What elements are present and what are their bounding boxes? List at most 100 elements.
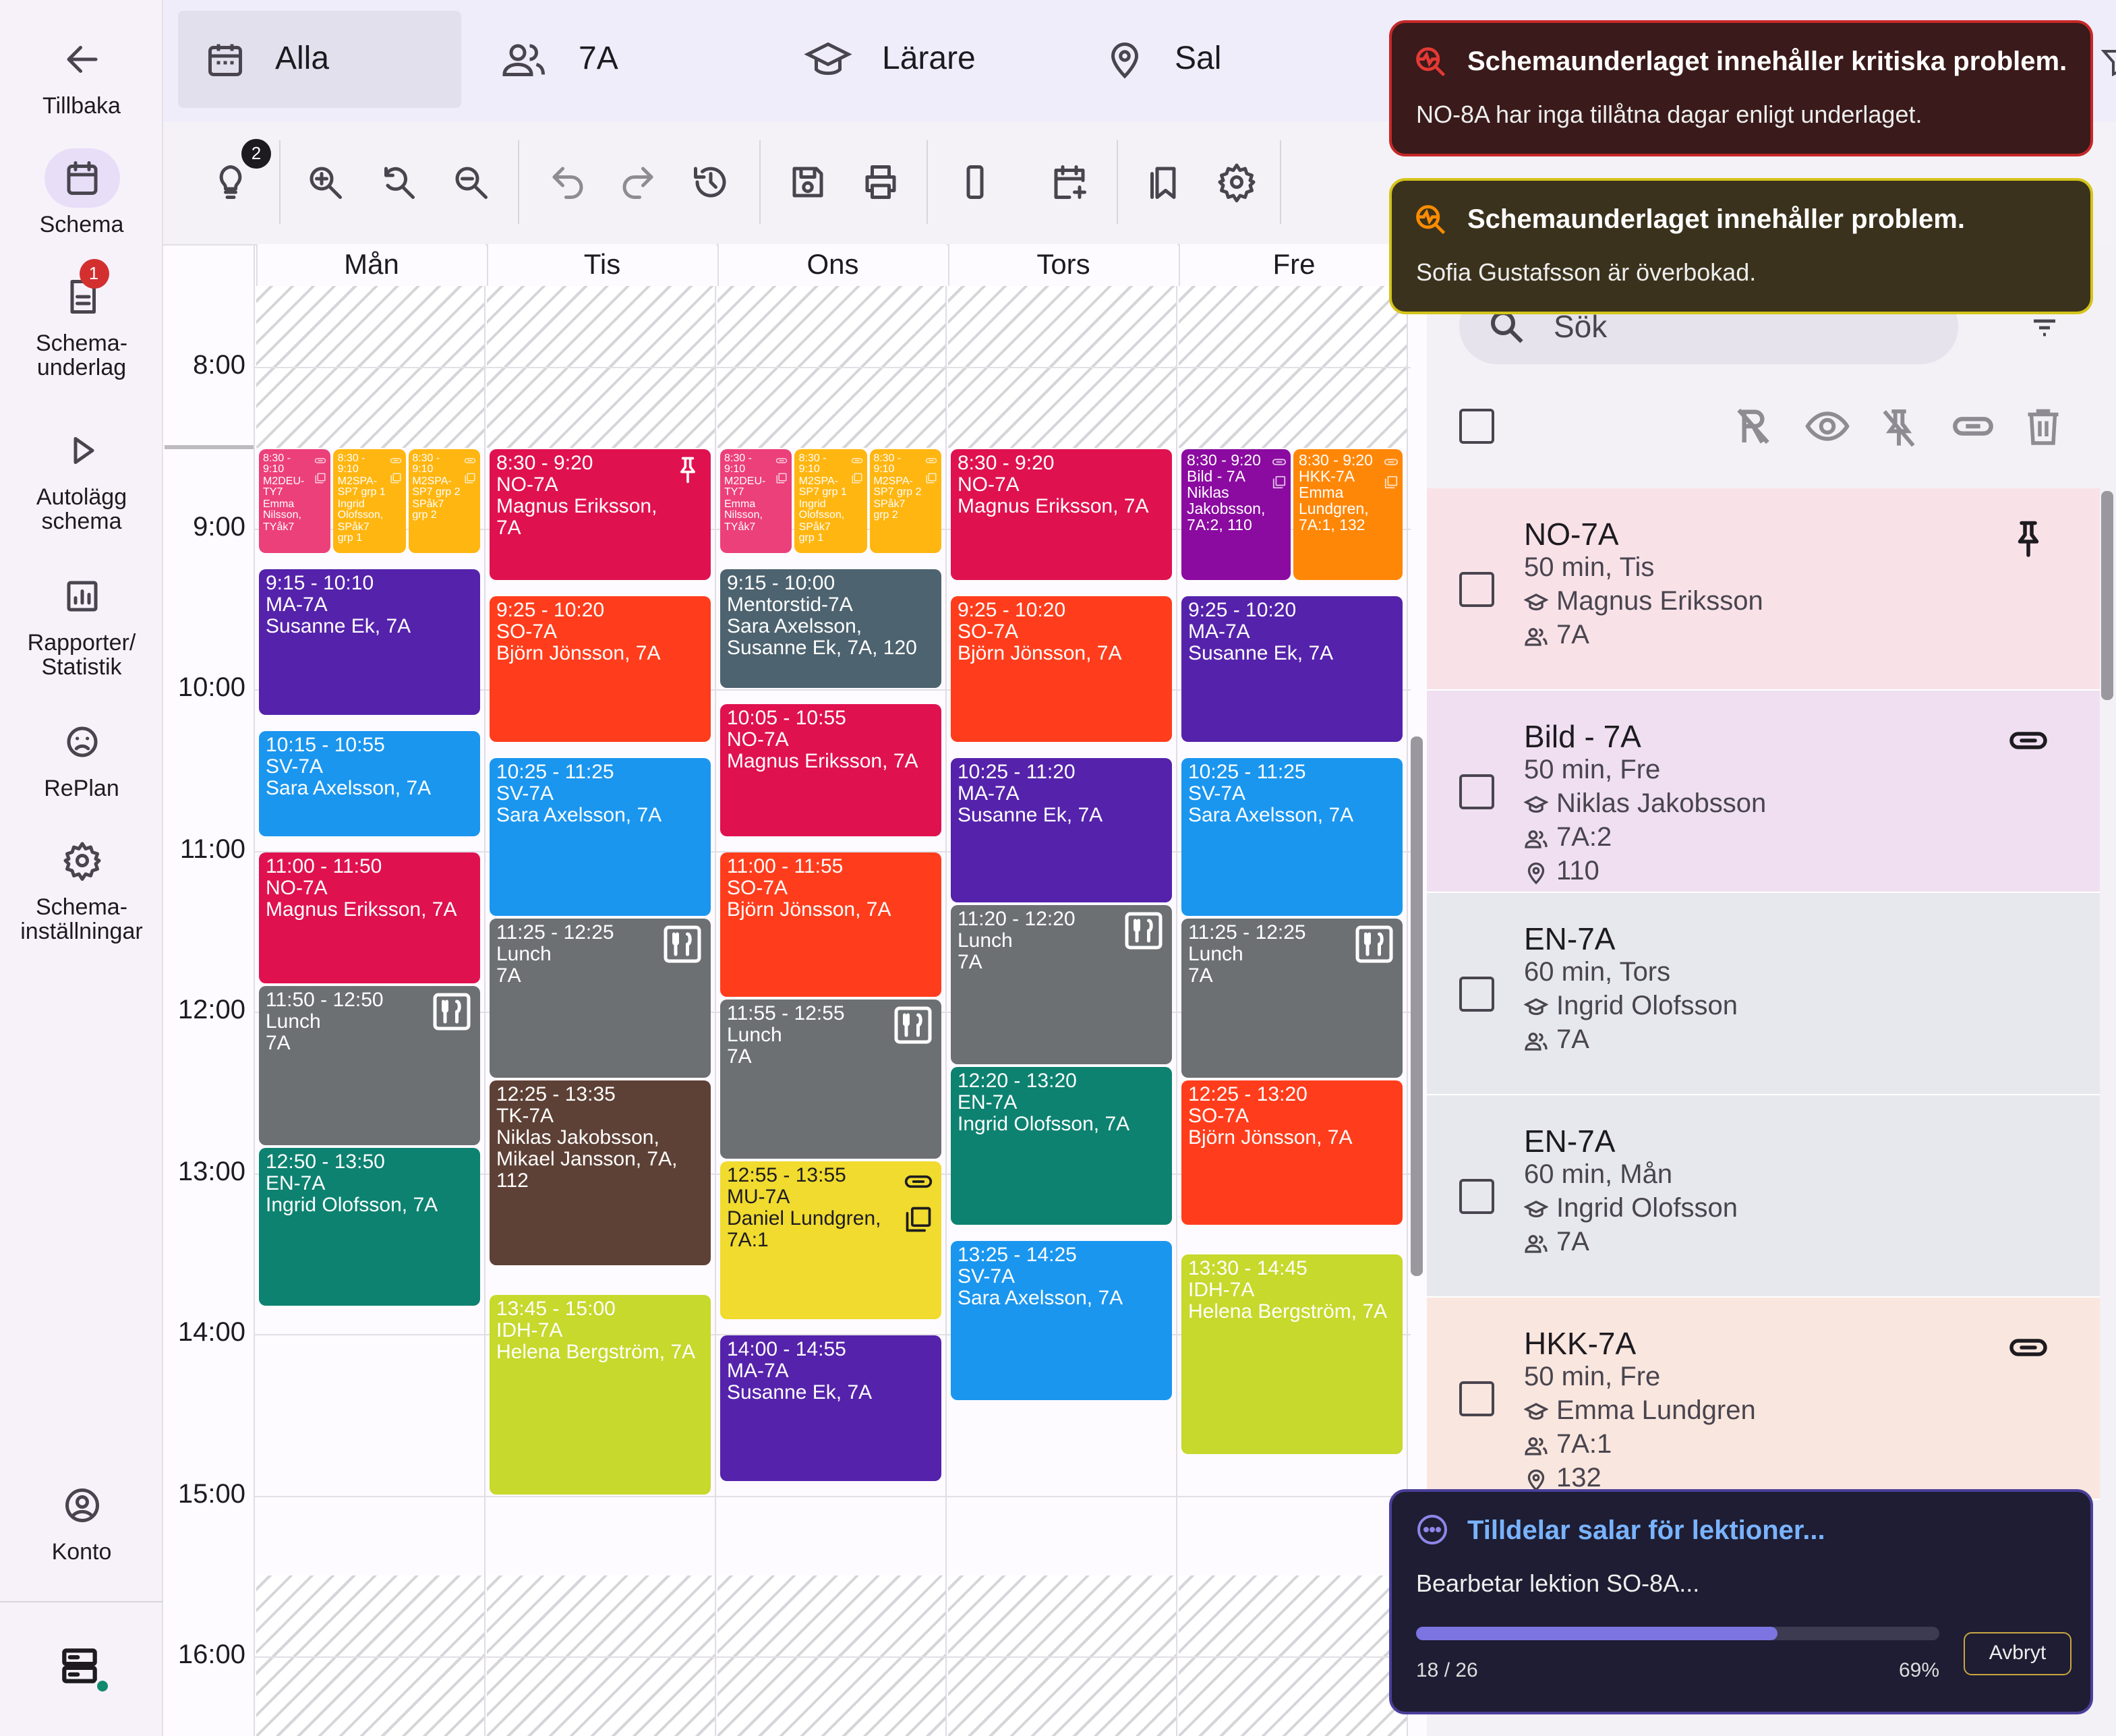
history-button[interactable]: [684, 155, 738, 209]
link-indicator[interactable]: [2008, 720, 2049, 761]
unscheduled-lesson-card[interactable]: EN-7A 60 min, Mån Ingrid Olofsson 7A: [1427, 1095, 2100, 1298]
lesson-checkbox[interactable]: [1459, 774, 1494, 809]
link-indicator[interactable]: [2008, 1327, 2049, 1368]
filter-room[interactable]: Sal: [1078, 11, 1221, 108]
calendar-event[interactable]: 12:25 - 13:35 TK-7A Niklas Jakobsson, Mika…: [490, 1080, 711, 1266]
phone-view-button[interactable]: [948, 155, 1002, 209]
unscheduled-lesson-card[interactable]: HKK-7A 50 min, Fre Emma Lundgren 7A:1 132: [1427, 1298, 2100, 1500]
select-all-checkbox[interactable]: [1459, 409, 1494, 444]
unscheduled-lesson-card[interactable]: NO-7A 50 min, Tis Magnus Eriksson 7A: [1427, 488, 2100, 691]
calendar-event[interactable]: 12:55 - 13:55 MU-7A Daniel Lundgren, 7A:1: [720, 1161, 941, 1320]
undo-button[interactable]: [541, 155, 595, 209]
zoom-reset-button[interactable]: [371, 155, 425, 209]
filter-icon[interactable]: [2100, 43, 2116, 81]
phone-view-icon: [966, 165, 984, 199]
calendar-event[interactable]: 11:20 - 12:20 Lunch 7A: [951, 905, 1172, 1064]
sidebar-item-konto[interactable]: Konto: [0, 1476, 163, 1565]
settings-button[interactable]: [1210, 155, 1264, 209]
server-status-icon: [62, 1648, 97, 1683]
calendar-event[interactable]: 11:00 - 11:50 NO-7A Magnus Eriksson, 7A: [259, 852, 480, 984]
sort-icon[interactable]: [2028, 310, 2061, 343]
unscheduled-lesson-card[interactable]: Bild - 7A 50 min, Fre Niklas Jakobsson 7A:2…: [1427, 691, 2100, 893]
filter-group[interactable]: 7A: [473, 11, 618, 108]
calendar-event[interactable]: 10:25 - 11:25 SV-7A Sara Axelsson, 7A: [1181, 757, 1403, 917]
calendar-event[interactable]: 8:30 - 9:10 M2DEU-TY7 Emma Nilsson, TYåk7: [720, 449, 792, 554]
add-event-button[interactable]: [1042, 155, 1096, 209]
delete-icon[interactable]: [2023, 405, 2063, 448]
lesson-checkbox[interactable]: [1459, 1179, 1494, 1214]
calendar-event[interactable]: 11:50 - 12:50 Lunch 7A: [259, 986, 480, 1145]
calendar-event[interactable]: 8:30 - 9:10 M2SPA-SP7 grp 1 Ingrid Olofsso…: [333, 449, 406, 554]
server-status-button[interactable]: [57, 1643, 111, 1694]
calendar-event[interactable]: 13:45 - 15:00 IDH-7A Helena Bergström, 7A: [490, 1295, 711, 1494]
calendar-event[interactable]: 12:50 - 13:50 EN-7A Ingrid Olofsson, 7A: [259, 1147, 480, 1306]
calendar-event[interactable]: 12:20 - 13:20 EN-7A Ingrid Olofsson, 7A: [951, 1066, 1172, 1225]
event-title: MA-7A: [727, 1360, 789, 1383]
hour-line: [254, 367, 1411, 368]
calendar-scrollbar[interactable]: [1411, 736, 1423, 1276]
calendar-event[interactable]: 13:25 - 14:25 SV-7A Sara Axelsson, 7A: [951, 1241, 1172, 1400]
calendar-event[interactable]: 9:15 - 10:00 Mentorstid-7A Sara Axelsson, …: [720, 569, 941, 688]
zoom-in-button[interactable]: [298, 155, 352, 209]
calendar-event[interactable]: 10:15 - 10:55 SV-7A Sara Axelsson, 7A: [259, 730, 480, 836]
calendar-event[interactable]: 11:00 - 11:55 SO-7A Björn Jönsson, 7A: [720, 852, 941, 997]
sidebar-item-autoläggschema[interactable]: Autolägg schema: [0, 421, 163, 534]
calendar-event[interactable]: 11:25 - 12:25 Lunch 7A: [490, 919, 711, 1078]
calendar-event[interactable]: 9:25 - 10:20 MA-7A Susanne Ek, 7A: [1181, 596, 1403, 742]
progress-fill: [1416, 1627, 1777, 1640]
sidebar-item-schemainställningar[interactable]: Schema- inställningar: [0, 831, 163, 944]
pin-indicator[interactable]: [2008, 518, 2049, 558]
calendar-event[interactable]: 13:30 - 14:45 IDH-7A Helena Bergström, 7A: [1181, 1254, 1403, 1454]
calendar-event[interactable]: 8:30 - 9:10 M2DEU-TY7 Emma Nilsson, TYåk7: [259, 449, 331, 554]
cancel-button[interactable]: Avbryt: [1964, 1632, 2071, 1675]
bookmarks-button[interactable]: [1137, 155, 1191, 209]
event-time: 10:15 - 10:55: [266, 733, 385, 757]
calendar-event[interactable]: 8:30 - 9:20 NO-7A Magnus Eriksson, 7A: [490, 449, 711, 581]
filter-label: Alla: [275, 40, 330, 77]
filter-all[interactable]: Alla: [178, 11, 461, 108]
calendar-event[interactable]: 12:25 - 13:20 SO-7A Björn Jönsson, 7A: [1181, 1080, 1403, 1225]
calendar-event[interactable]: 10:25 - 11:20 MA-7A Susanne Ek, 7A: [951, 757, 1172, 903]
sidebar-item-schemaunderlag[interactable]: 1 Schema- underlag: [0, 259, 163, 380]
unavailable-time: [948, 286, 1177, 448]
event-time: 8:30 - 9:10: [724, 451, 752, 475]
redo-button[interactable]: [611, 155, 665, 209]
link-icon[interactable]: [1950, 405, 1996, 448]
calendar-event[interactable]: 8:30 - 9:20 HKK-7A Emma Lundgren, 7A:1, 13…: [1293, 449, 1403, 581]
eye-icon[interactable]: [1804, 405, 1850, 448]
calendar-event[interactable]: 9:15 - 10:10 MA-7A Susanne Ek, 7A: [259, 569, 480, 715]
sidebar-item-tillbaka[interactable]: Tillbaka: [0, 30, 163, 119]
save-button[interactable]: [781, 155, 835, 209]
sidebar-item-rapporterstatistik[interactable]: Rapporter/ Statistik: [0, 567, 163, 680]
unscheduled-lesson-card[interactable]: EN-7A 60 min, Tors Ingrid Olofsson 7A: [1427, 893, 2100, 1095]
calendar-event[interactable]: 11:55 - 12:55 Lunch 7A: [720, 1000, 941, 1159]
calendar-event[interactable]: 8:30 - 9:20 NO-7A Magnus Eriksson, 7A: [951, 449, 1172, 581]
event-title: SV-7A: [1188, 782, 1246, 805]
calendar-event[interactable]: 8:30 - 9:10 M2SPA-SP7 grp 2 SPåk7 grp 2: [408, 449, 480, 554]
warning-toast[interactable]: Schemaunderlaget innehåller problem. Sof…: [1389, 178, 2093, 314]
print-button[interactable]: [854, 155, 908, 209]
calendar-event[interactable]: 14:00 - 14:55 MA-7A Susanne Ek, 7A: [720, 1335, 941, 1481]
zoom-out-button[interactable]: [444, 155, 498, 209]
calendar-event[interactable]: 8:30 - 9:10 M2SPA-SP7 grp 1 Ingrid Olofsso…: [794, 449, 867, 554]
calendar-event[interactable]: 10:25 - 11:25 SV-7A Sara Axelsson, 7A: [490, 757, 711, 917]
lesson-checkbox[interactable]: [1459, 977, 1494, 1012]
calendar-event[interactable]: 10:05 - 10:55 NO-7A Magnus Eriksson, 7A: [720, 703, 941, 836]
calendar-event[interactable]: 8:30 - 9:10 M2SPA-SP7 grp 2 SPåk7 grp 2: [869, 449, 941, 554]
lightbulb-button[interactable]: 2: [204, 139, 271, 209]
sidebar-item-schema[interactable]: Schema: [0, 148, 163, 237]
pin-icon: [2018, 521, 2039, 557]
calendar-event[interactable]: 9:25 - 10:20 SO-7A Björn Jönsson, 7A: [951, 596, 1172, 742]
calendar-event[interactable]: 9:25 - 10:20 SO-7A Björn Jönsson, 7A: [490, 596, 711, 742]
critical-toast[interactable]: Schemaunderlaget innehåller kritiska pro…: [1389, 20, 2093, 156]
unpin-icon[interactable]: [1877, 405, 1920, 451]
link-icon: [851, 457, 862, 463]
lesson-checkbox[interactable]: [1459, 1381, 1494, 1416]
calendar-event[interactable]: 8:30 - 9:20 Bild - 7A Niklas Jakobsson, 7A…: [1181, 449, 1291, 581]
panel-scrollbar[interactable]: [2101, 491, 2113, 700]
filter-teacher[interactable]: Lärare: [777, 11, 976, 108]
unlock-room-icon[interactable]: [1732, 405, 1775, 448]
sidebar-item-replan[interactable]: RePlan: [0, 712, 163, 801]
calendar-event[interactable]: 11:25 - 12:25 Lunch 7A: [1181, 919, 1403, 1078]
lesson-checkbox[interactable]: [1459, 572, 1494, 607]
